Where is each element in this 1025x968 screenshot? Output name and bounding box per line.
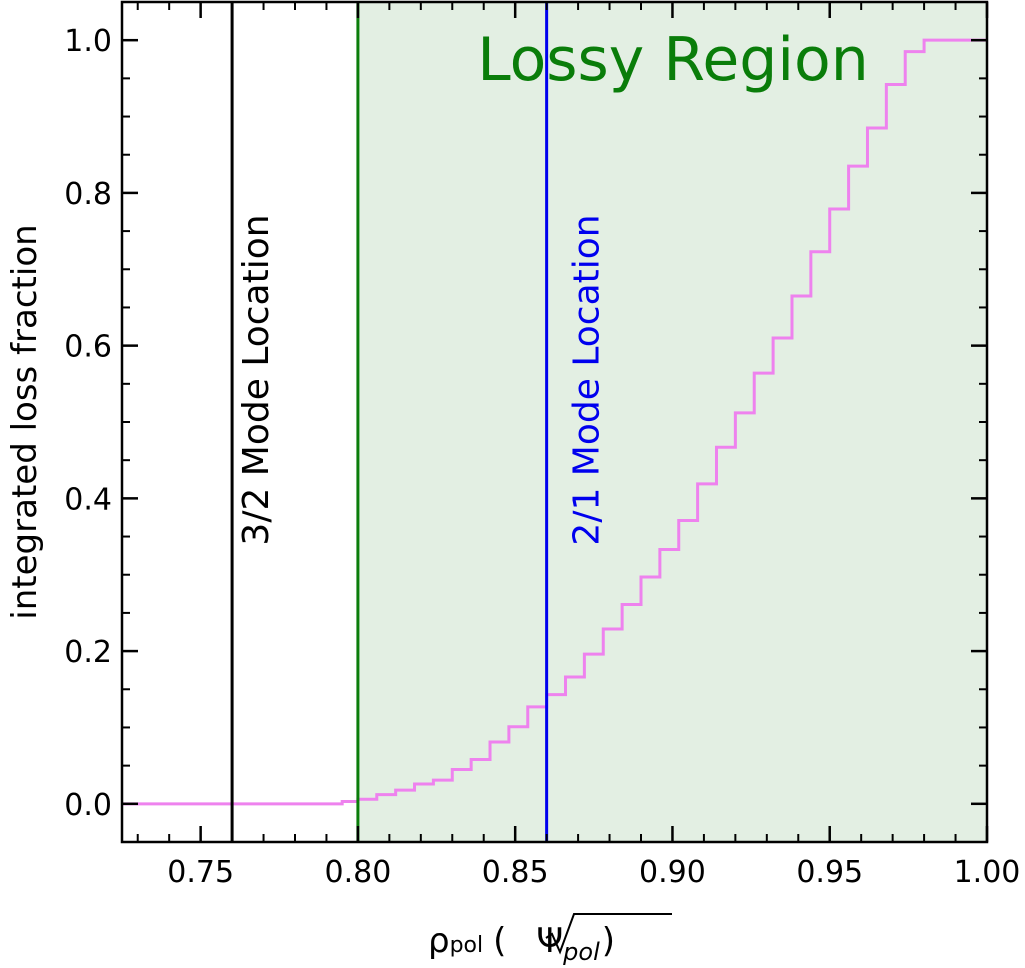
y-tick-labels: 0.0 0.2 0.4 0.6 0.8 1.0 bbox=[64, 24, 112, 823]
y-axis-title: integrated loss fraction bbox=[5, 224, 45, 619]
x-axis-open-paren: ( bbox=[493, 921, 506, 961]
svg-text:ρpol(Ψpol): ρpol(Ψpol) bbox=[428, 921, 615, 966]
lossy-region-shading bbox=[357, 2, 988, 842]
x-tick-label-1: 0.80 bbox=[325, 855, 392, 890]
x-tick-labels: 0.75 0.80 0.85 0.90 0.95 1.00 bbox=[167, 855, 1020, 890]
series-0-line bbox=[122, 38, 987, 806]
vertical-lines-layer bbox=[230, 2, 549, 842]
x-tick-label-3: 0.90 bbox=[639, 855, 706, 890]
y-tick-label-3: 0.6 bbox=[64, 330, 112, 365]
x-tick-label-2: 0.85 bbox=[482, 855, 549, 890]
y-tick-label-0: 0.0 bbox=[64, 788, 112, 823]
x-axis-rho-sub: pol bbox=[450, 933, 484, 958]
y-tick-label-1: 0.2 bbox=[64, 635, 112, 670]
y-tick-label-4: 0.8 bbox=[64, 177, 112, 212]
lossy-region-label: Lossy Region bbox=[477, 25, 869, 95]
x-axis-psi: Ψ bbox=[536, 921, 563, 961]
ticks-layer bbox=[122, 1, 989, 843]
x-axis-rho: ρ bbox=[428, 921, 450, 961]
x-tick-label-5: 1.00 bbox=[954, 855, 1021, 890]
x-axis-title: ρpol(Ψpol) bbox=[428, 913, 672, 966]
series-layer bbox=[122, 38, 987, 806]
mode-3-2-label: 3/2 Mode Location bbox=[236, 214, 277, 545]
y-tick-label-2: 0.4 bbox=[64, 482, 112, 517]
y-tick-label-5: 1.0 bbox=[64, 24, 112, 59]
plot-frame bbox=[120, 0, 989, 844]
x-axis-close-paren: ) bbox=[602, 921, 615, 961]
x-axis-psi-sub: pol bbox=[562, 938, 600, 966]
vertical-line-labels: 3/2 Mode Location 2/1 Mode Location bbox=[236, 214, 608, 545]
sqrt-symbol bbox=[545, 913, 672, 955]
x-tick-label-4: 0.95 bbox=[796, 855, 863, 890]
x-tick-label-0: 0.75 bbox=[167, 855, 234, 890]
mode-2-1-label: 2/1 Mode Location bbox=[567, 214, 608, 545]
